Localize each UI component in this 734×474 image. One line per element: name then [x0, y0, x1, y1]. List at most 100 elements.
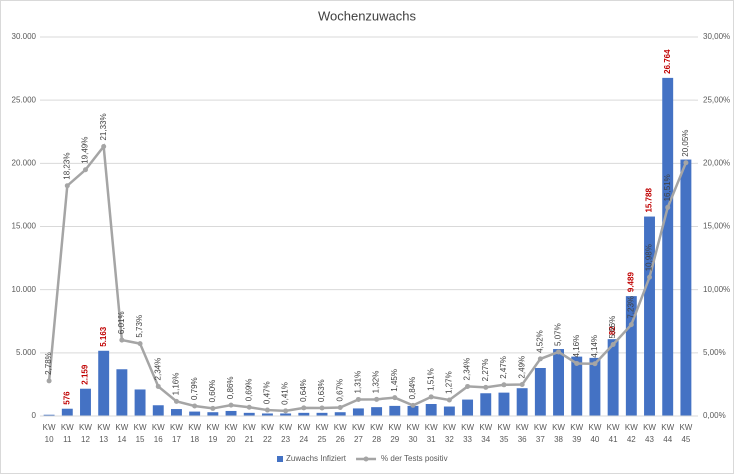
y2-tick-label: 0,00%: [703, 411, 726, 420]
bar: [407, 405, 419, 416]
x-tick-label-line: KW: [443, 423, 456, 432]
x-tick-label-line: KW: [479, 423, 492, 432]
legend-swatch: [277, 456, 283, 462]
x-tick-label: KW 45: [679, 423, 692, 444]
x-tick-label-line: KW: [625, 423, 638, 432]
line-value-label: 0,86%: [226, 376, 235, 399]
line-marker: [119, 337, 125, 343]
line-marker: [264, 407, 270, 413]
line-marker: [192, 403, 198, 409]
line-value-label: 18,23%: [62, 153, 71, 180]
bar: [462, 399, 474, 416]
bar: [334, 412, 346, 416]
x-tick-label: KW 41: [607, 423, 620, 444]
x-tick-label-line: 29: [390, 435, 399, 444]
x-tick-label-line: 11: [63, 435, 72, 444]
line-marker: [64, 183, 70, 189]
line-value-label: 1,51%: [426, 368, 435, 391]
x-tick-label: KW 37: [534, 423, 547, 444]
x-tick-label: KW 38: [552, 423, 565, 444]
bar: [607, 339, 619, 416]
bar: [298, 412, 310, 416]
x-tick-label: KW 24: [297, 423, 310, 444]
x-tick-label-line: 37: [536, 435, 545, 444]
x-tick-label-line: KW: [206, 423, 219, 432]
x-tick-label-line: 17: [172, 435, 181, 444]
line-value-label: 2,49%: [517, 356, 526, 379]
x-tick-label: KW 43: [643, 423, 656, 444]
bar: [662, 77, 674, 416]
x-tick-label-line: 38: [554, 435, 563, 444]
legend-label: Zuwachs Infiziert: [286, 454, 347, 463]
x-tick-label: KW 20: [225, 423, 238, 444]
y-tick-label: 10.000: [12, 285, 37, 294]
line-marker: [101, 144, 107, 150]
bar: [152, 405, 164, 416]
line-marker: [246, 404, 252, 410]
line-value-label: 6,01%: [117, 311, 126, 334]
line-value-label: 0,69%: [244, 379, 253, 402]
x-tick-label-line: 26: [336, 435, 345, 444]
x-tick-label-line: KW: [425, 423, 438, 432]
x-tick-label: KW 15: [134, 423, 147, 444]
x-tick-label: KW 17: [170, 423, 183, 444]
x-tick-label-line: KW: [243, 423, 256, 432]
line-marker: [155, 383, 161, 389]
line-marker: [628, 322, 634, 328]
line-marker: [537, 356, 543, 362]
x-tick-label: KW 10: [43, 423, 56, 444]
x-tick-label: KW 14: [115, 423, 128, 444]
line-marker: [610, 341, 616, 347]
line-marker: [446, 397, 452, 403]
line-value-label: 19,49%: [81, 137, 90, 164]
bar: [680, 159, 692, 416]
line-value-label: 1,32%: [372, 371, 381, 394]
y-tick-label: 15.000: [12, 222, 37, 231]
x-tick-label-line: KW: [43, 423, 56, 432]
x-tick-label-line: 41: [609, 435, 618, 444]
y-tick-label: 0: [32, 411, 37, 420]
x-tick-label-line: KW: [588, 423, 601, 432]
bar: [352, 408, 364, 416]
line-value-label: 1,16%: [172, 373, 181, 396]
x-tick-label-line: KW: [297, 423, 310, 432]
x-tick-label-line: KW: [388, 423, 401, 432]
line-value-label: 7,23%: [626, 296, 635, 319]
x-tick-label: KW 32: [443, 423, 456, 444]
x-tick-label-line: 18: [190, 435, 199, 444]
x-tick-label: KW 33: [461, 423, 474, 444]
x-tick-label-line: 33: [463, 435, 472, 444]
line-marker: [574, 360, 580, 366]
x-tick-label-line: KW: [534, 423, 547, 432]
x-tick-label: KW 12: [79, 423, 92, 444]
bar: [61, 408, 73, 416]
x-tick-label-line: 19: [208, 435, 217, 444]
x-tick-label-line: 23: [281, 435, 290, 444]
bar: [553, 349, 564, 416]
x-tick-label: KW 44: [661, 423, 674, 444]
bar: [207, 412, 219, 416]
line-marker: [428, 394, 434, 400]
x-tick-label: KW 19: [206, 423, 219, 444]
line-value-label: 0,63%: [317, 379, 326, 402]
line-value-label: 20,05%: [681, 130, 690, 157]
line-value-label: 0,67%: [335, 379, 344, 402]
line-marker: [556, 349, 562, 355]
x-tick-label-line: 28: [372, 435, 381, 444]
x-tick-label-line: KW: [79, 423, 92, 432]
line-marker: [483, 384, 489, 390]
line-marker: [82, 167, 88, 173]
x-tick-label-line: KW: [498, 423, 511, 432]
x-tick-label: KW 30: [407, 423, 420, 444]
line-value-label: 2,34%: [153, 358, 162, 381]
x-tick-label-line: KW: [607, 423, 620, 432]
line: [47, 143, 688, 413]
x-tick-label-line: 36: [518, 435, 527, 444]
y2-tick-label: 5,00%: [703, 348, 726, 357]
bar: [134, 389, 146, 416]
line-marker: [283, 408, 289, 414]
line-marker: [592, 361, 598, 367]
x-tick-label-line: 12: [81, 435, 90, 444]
